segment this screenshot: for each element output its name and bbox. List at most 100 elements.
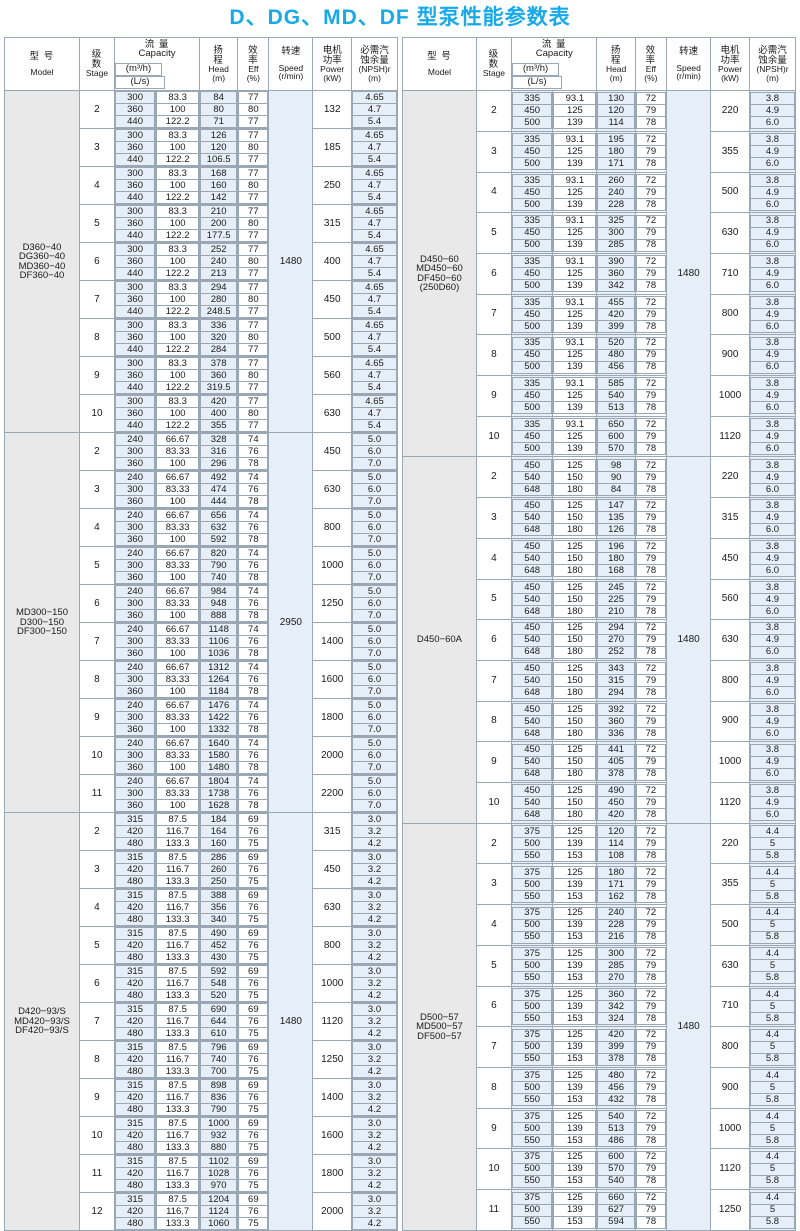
value-stack: 4.65 4.7 5.4 bbox=[352, 91, 397, 129]
value-stack: 72 79 78 bbox=[635, 255, 667, 293]
value-cell: 399 bbox=[597, 1040, 635, 1054]
value-cell: 100 bbox=[156, 407, 200, 421]
value-cell: 4.9 bbox=[749, 796, 796, 810]
value-cell: 80 bbox=[238, 369, 269, 383]
value-cell: 300 bbox=[114, 597, 156, 611]
value-cell: 240 bbox=[114, 509, 156, 523]
table-row: 10 240 300 360 66.67 83.33 100 1640 1580 1480 74 76… bbox=[5, 736, 398, 776]
head-cell: 147 135 126 bbox=[596, 497, 636, 539]
value-cell: 6.0 bbox=[749, 726, 796, 740]
value-cell: 450 bbox=[511, 458, 553, 472]
value-cell: 3.2 bbox=[352, 1167, 397, 1181]
power-cell: 1250 bbox=[710, 1189, 750, 1231]
power-cell: 1000 bbox=[312, 964, 353, 1004]
head-cell: 660 627 594 bbox=[596, 1189, 636, 1231]
value-cell: 72 bbox=[635, 987, 667, 1001]
model-label: D360−40 bbox=[22, 241, 62, 253]
head-cell: 168 160 142 bbox=[199, 166, 239, 206]
value-cell: 480 bbox=[114, 1103, 156, 1117]
value-stack: 796 740 700 bbox=[200, 1041, 238, 1079]
value-cell: 432 bbox=[597, 1093, 635, 1107]
value-cell: 79 bbox=[635, 470, 667, 484]
table-row: 6 240 300 360 66.67 83.33 100 984 948 888 74 76 78 12… bbox=[5, 584, 398, 624]
value-cell: 315 bbox=[114, 1041, 156, 1055]
head-cell: 195 180 171 bbox=[596, 130, 636, 173]
value-cell: 78 bbox=[238, 723, 269, 737]
value-cell: 3.8 bbox=[749, 702, 796, 716]
value-stack: 898 836 790 bbox=[200, 1079, 238, 1117]
value-cell: 74 bbox=[238, 585, 269, 599]
value-stack: 4.4 5 5.8 bbox=[749, 1069, 796, 1107]
value-cell: 548 bbox=[200, 977, 238, 991]
header-speed: 转速 Speed (r/min) bbox=[268, 37, 314, 92]
value-cell: 93.1 bbox=[553, 173, 597, 187]
table-row: D450−60A 2 450 540 648 125 150 180 98 90 84 72 79 78 1… bbox=[402, 456, 797, 824]
value-cell: 4.2 bbox=[352, 837, 397, 851]
value-stack: 3.8 4.9 6.0 bbox=[749, 255, 796, 293]
value-cell: 360 bbox=[597, 987, 635, 1001]
power-cell: 500 bbox=[710, 904, 750, 946]
value-stack: 240 300 360 bbox=[114, 509, 156, 547]
value-stack: 126 120 106.5 bbox=[200, 129, 238, 167]
value-cell: 540 bbox=[511, 755, 553, 769]
power-cell: 800 bbox=[710, 1026, 750, 1068]
value-cell: 294 bbox=[200, 281, 238, 295]
value-stack: 315 420 480 bbox=[114, 1193, 156, 1231]
capacity-ls-cell: 66.67 83.33 100 bbox=[155, 584, 201, 624]
value-cell: 125 bbox=[553, 621, 597, 635]
value-cell: 3.8 bbox=[749, 784, 796, 798]
table-header-right: 型 号 Model 级 数 Stage 流 量 Capacity (m³/h) … bbox=[402, 37, 797, 92]
capacity-m3h-cell: 315 420 480 bbox=[113, 812, 157, 852]
head-cell: 260 240 228 bbox=[596, 171, 636, 214]
value-cell: 490 bbox=[597, 784, 635, 798]
value-cell: 76 bbox=[238, 749, 269, 763]
value-cell: 3.2 bbox=[352, 977, 397, 991]
capacity-ls-cell: 87.5 116.7 133.3 bbox=[155, 1154, 201, 1194]
value-cell: 125 bbox=[553, 267, 597, 281]
value-stack: 388 356 340 bbox=[200, 889, 238, 927]
value-cell: 500 bbox=[511, 1203, 553, 1217]
power-cell: 560 bbox=[312, 356, 353, 396]
model-label: MD360−40 bbox=[18, 260, 66, 272]
head-cell: 1640 1580 1480 bbox=[199, 736, 239, 776]
value-cell: 4.7 bbox=[352, 331, 397, 345]
value-stack: 74 76 78 bbox=[238, 737, 269, 775]
value-cell: 300 bbox=[114, 521, 156, 535]
value-cell: 5.0 bbox=[352, 471, 397, 485]
value-cell: 3.8 bbox=[749, 133, 796, 147]
npsh-cell: 3.0 3.2 4.2 bbox=[351, 888, 398, 928]
value-stack: 420 399 378 bbox=[597, 1028, 635, 1066]
value-stack: 125 150 180 bbox=[553, 458, 597, 496]
stage-cell: 10 bbox=[78, 736, 115, 776]
value-cell: 300 bbox=[114, 205, 156, 219]
value-stack: 69 76 75 bbox=[238, 965, 269, 1003]
power-cell: 800 bbox=[312, 508, 353, 548]
value-stack: 74 76 78 bbox=[238, 509, 269, 547]
value-cell: 93.1 bbox=[553, 336, 597, 350]
value-cell: 133.3 bbox=[156, 1141, 200, 1155]
capacity-ls-cell: 87.5 116.7 133.3 bbox=[155, 1116, 201, 1156]
npsh-cell: 3.8 4.9 6.0 bbox=[748, 619, 797, 661]
value-cell: 83.33 bbox=[156, 787, 200, 801]
npsh-cell: 3.0 3.2 4.2 bbox=[351, 1116, 398, 1156]
value-cell: 80 bbox=[238, 103, 269, 117]
value-cell: 1480 bbox=[200, 761, 238, 775]
value-cell: 286 bbox=[200, 851, 238, 865]
value-cell: 4.2 bbox=[352, 1179, 397, 1193]
value-cell: 79 bbox=[635, 389, 667, 403]
power-cell: 710 bbox=[710, 252, 750, 295]
eff-cell: 72 79 78 bbox=[634, 90, 668, 132]
value-cell: 83.33 bbox=[156, 559, 200, 573]
value-cell: 150 bbox=[553, 470, 597, 484]
value-cell: 3.2 bbox=[352, 939, 397, 953]
value-stack: 87.5 116.7 133.3 bbox=[156, 1117, 200, 1155]
value-cell: 6.0 bbox=[749, 808, 796, 822]
value-stack: 335 450 500 bbox=[511, 295, 553, 333]
eff-cell: 69 76 75 bbox=[237, 964, 270, 1004]
value-cell: 87.5 bbox=[156, 1193, 200, 1207]
value-cell: 150 bbox=[553, 552, 597, 566]
eff-cell: 72 79 78 bbox=[634, 456, 668, 499]
value-stack: 4.4 5 5.8 bbox=[749, 865, 796, 903]
value-cell: 300 bbox=[114, 787, 156, 801]
head-cell: 294 280 248.5 bbox=[199, 280, 239, 320]
